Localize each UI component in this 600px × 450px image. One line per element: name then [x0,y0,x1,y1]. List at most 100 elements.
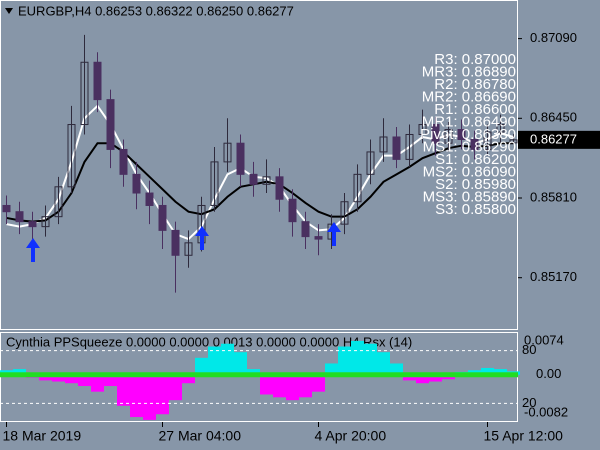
candle-body [67,124,76,188]
candle-body [392,136,401,160]
candle-body [28,221,37,228]
candle-body [301,221,310,238]
candle-body [54,186,63,218]
pivot-label: S1: 0.86200 [435,151,516,168]
candle-body [132,173,141,194]
candle-body [210,161,219,206]
moving-average-line [6,104,514,241]
y2-tick-label: 80 [522,342,536,357]
y-tick-label: 0.87090 [530,30,577,45]
histogram-bar [429,374,442,382]
candle-body [314,236,323,240]
candle-body [470,138,479,150]
x-tick-label: 27 Mar 04:00 [159,428,242,444]
candle-body [496,124,505,133]
candle-body [119,148,128,175]
y-tick-label: 0.85170 [530,269,577,284]
histogram-bar [403,374,416,381]
histogram-bar [377,352,390,375]
histogram-bar [65,374,78,384]
chart-title: EURGBP,H4 0.86253 0.86322 0.86250 0.8627… [18,3,294,18]
histogram-bar [104,374,117,387]
pivot-label: MR3: 0.86890 [422,63,516,80]
candle-body [93,61,102,101]
current-price-label: 0.86277 [530,131,577,146]
histogram-bar [325,363,338,375]
histogram-bar [312,374,325,392]
candle-body [275,176,284,200]
histogram-bar [195,357,208,375]
pivot-label: R3: 0.87000 [434,51,516,68]
buy-arrow [327,222,341,246]
candle-body [353,173,362,203]
pivot-label: MR2: 0.86690 [422,88,516,105]
candle-body [15,211,24,223]
histogram-bar [52,374,65,382]
candle-body [223,142,232,163]
buy-arrow [195,226,209,250]
candle-body [184,242,193,256]
y-tick-label: 0.85810 [530,189,577,204]
histogram-bar [13,369,26,375]
pivot-label: MS1: 0.86290 [423,138,516,155]
candle-body [80,61,89,126]
candle-body [236,142,245,175]
histogram-bar [247,369,260,375]
candle-body [509,139,518,144]
signal-arrows [26,222,341,262]
indicator-title: Cynthia PPSqueeze 0.0000 0.0000 0.0013 0… [6,334,412,349]
histogram-bar [169,374,182,401]
candle-body [418,124,427,135]
candle-body [340,201,349,225]
candle-body [431,124,440,144]
buy-arrow [26,238,40,262]
pivot-label: MS3: 0.85890 [423,188,516,205]
histogram-bar [156,374,169,415]
pivot-label: Pivot: 0.86380 [420,126,516,143]
candle-body [158,204,167,231]
candle-body [405,133,414,160]
candle-body [145,192,154,206]
histogram-bar [416,374,429,384]
x-tick-label: 15 Apr 12:00 [484,428,564,444]
candle-body [249,173,258,185]
histogram-bar [299,374,312,398]
histogram-bar [481,367,494,375]
pivot-label: MS2: 0.86090 [423,163,516,180]
pivot-label: R1: 0.86600 [434,101,516,118]
histogram-bar [260,374,273,395]
histogram-bar [351,340,364,375]
current-price-box [518,130,600,149]
candle-body [41,216,50,228]
histogram-bar [221,343,234,375]
moving-average-line [6,142,514,223]
candle-body [457,129,466,140]
candle-body [106,99,115,150]
y-tick-label: 0.86450 [530,110,577,125]
menu-triangle [5,8,13,14]
histogram-bar [143,374,156,420]
y2-tick-label: 20 [522,395,536,410]
candle-body [366,151,375,175]
histogram-bar [78,374,91,387]
histogram-bar [234,352,247,375]
histogram-bar [182,374,195,384]
marks: 0.85170 0.85810 0.86450 0.87090 0.86277 R3: 0… [0,30,600,444]
histogram-bar [39,374,52,381]
histogram-bar [286,374,299,401]
y-tick-label: 0.0074 [524,332,564,347]
x-tick-label: 18 Mar 2019 [3,428,82,444]
x-tick-label: 4 Apr 20:00 [315,428,387,444]
main-frame [0,0,518,330]
candle-body [483,131,492,150]
histogram-bar [117,374,130,406]
histogram-bar [273,374,286,398]
candle-body [262,176,271,185]
candle-body [171,229,180,256]
y-tick-label: 0.00 [536,366,561,381]
y-tick-label: -0.0082 [524,404,568,419]
histogram-bar [338,346,351,375]
candle-body [2,204,11,213]
